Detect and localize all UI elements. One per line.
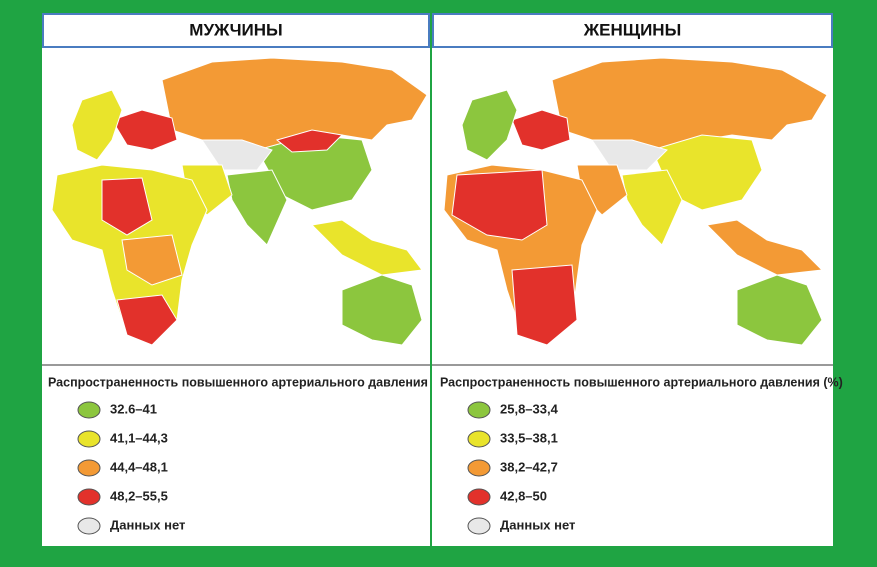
legend-swatch [77, 430, 101, 448]
india [226, 169, 288, 246]
east-europe [111, 109, 178, 151]
legend-label: Данных нет [500, 517, 575, 532]
panel-title: ЖЕНЩИНЫ [583, 20, 681, 39]
legend-label: 33,5–38,1 [500, 430, 558, 445]
india [621, 169, 683, 246]
title-bar [432, 13, 833, 48]
panel-women: Распространенность повышенного артериаль… [432, 13, 843, 546]
legend-label: Данных нет [110, 517, 185, 532]
legend-swatch [467, 517, 491, 535]
australia [736, 274, 823, 346]
title-bar [42, 13, 430, 48]
west-europe [71, 89, 123, 161]
central-africa [121, 234, 183, 286]
panel-men: Распространенность повышенного артериаль… [42, 13, 451, 546]
south-africa [116, 294, 178, 346]
legend-swatch [77, 401, 101, 419]
legend-label: 32.6–41 [110, 401, 157, 416]
mongolia [275, 129, 344, 153]
legend-swatch [77, 517, 101, 535]
legend-title: Распространенность повышенного артериаль… [440, 375, 843, 389]
se-asia [310, 219, 423, 276]
legend-label: 42,8–50 [500, 488, 547, 503]
east-europe [511, 109, 571, 151]
west-africa [451, 169, 548, 241]
map [51, 57, 428, 346]
legend-label: 44,4–48,1 [110, 459, 168, 474]
legend-title: Распространенность повышенного артериаль… [48, 375, 451, 389]
se-asia [705, 219, 824, 276]
sahel [101, 177, 153, 236]
legend-swatch [77, 459, 101, 477]
legend-swatch [467, 401, 491, 419]
panel-title: МУЖЧИНЫ [189, 20, 282, 39]
australia [341, 274, 423, 346]
legend-label: 48,2–55,5 [110, 488, 168, 503]
legend-swatch [467, 459, 491, 477]
legend-swatch [77, 488, 101, 506]
legend-label: 38,2–42,7 [500, 459, 558, 474]
legend-swatch [467, 430, 491, 448]
legend-swatch [467, 488, 491, 506]
west-europe [461, 89, 518, 161]
legend-label: 41,1–44,3 [110, 430, 168, 445]
south-africa [511, 264, 578, 346]
map [443, 57, 828, 346]
legend-label: 25,8–33,4 [500, 401, 559, 416]
